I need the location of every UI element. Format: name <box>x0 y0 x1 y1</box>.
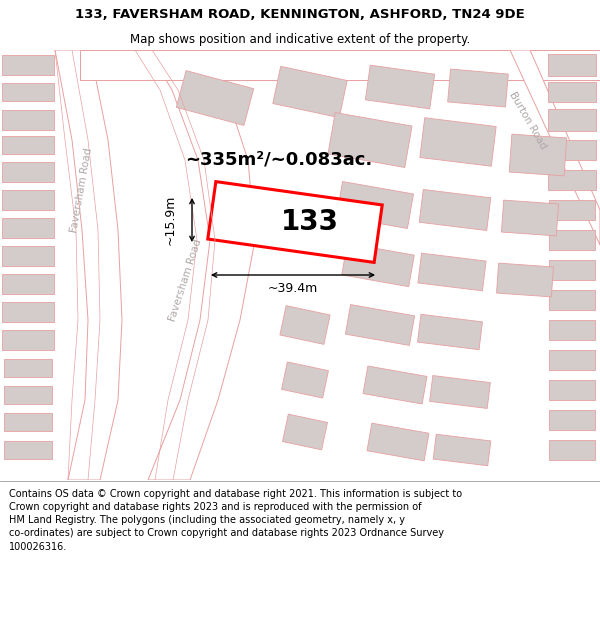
Bar <box>549 230 595 250</box>
Bar <box>549 440 595 460</box>
Bar <box>2 136 54 154</box>
Bar <box>2 83 54 101</box>
Bar <box>4 359 52 377</box>
Bar <box>4 413 52 431</box>
Polygon shape <box>148 50 255 480</box>
Bar <box>549 200 595 220</box>
Polygon shape <box>490 50 600 245</box>
Bar <box>549 290 595 310</box>
Bar <box>367 423 429 461</box>
Text: ~39.4m: ~39.4m <box>268 282 318 296</box>
Bar <box>342 243 414 287</box>
Bar <box>548 109 596 131</box>
Bar <box>548 54 596 76</box>
Text: Burton Road: Burton Road <box>508 89 548 151</box>
Bar <box>2 330 54 350</box>
Bar <box>433 434 491 466</box>
Text: Faversham Road: Faversham Road <box>167 238 203 322</box>
Bar <box>419 189 491 231</box>
Bar <box>346 304 415 346</box>
Polygon shape <box>55 50 122 480</box>
Bar <box>549 410 595 430</box>
Bar <box>549 350 595 370</box>
Bar <box>2 190 54 210</box>
Bar <box>418 253 486 291</box>
Bar <box>548 170 596 190</box>
Bar <box>549 260 595 280</box>
Polygon shape <box>80 50 600 80</box>
Bar <box>2 110 54 130</box>
Text: Contains OS data © Crown copyright and database right 2021. This information is : Contains OS data © Crown copyright and d… <box>9 489 462 551</box>
Bar <box>420 118 496 166</box>
Bar <box>328 112 412 168</box>
Text: Faversham Road: Faversham Road <box>70 147 94 233</box>
Bar <box>548 82 596 102</box>
Bar <box>502 200 559 236</box>
Bar <box>283 414 328 450</box>
Bar <box>418 314 482 349</box>
Bar <box>549 380 595 400</box>
Text: ~335m²/~0.083ac.: ~335m²/~0.083ac. <box>185 151 372 169</box>
Bar <box>509 134 567 176</box>
Bar <box>365 65 434 109</box>
Bar <box>497 263 553 297</box>
Bar <box>273 66 347 118</box>
Bar <box>2 302 54 322</box>
Bar <box>208 182 382 262</box>
Bar <box>337 181 413 229</box>
Text: 133, FAVERSHAM ROAD, KENNINGTON, ASHFORD, TN24 9DE: 133, FAVERSHAM ROAD, KENNINGTON, ASHFORD… <box>75 8 525 21</box>
Bar <box>363 366 427 404</box>
Bar <box>2 55 54 75</box>
Bar <box>548 140 596 160</box>
Bar <box>280 306 330 344</box>
Bar <box>430 376 490 408</box>
Bar <box>2 246 54 266</box>
Text: ~15.9m: ~15.9m <box>163 195 176 245</box>
Bar <box>549 320 595 340</box>
Bar <box>2 274 54 294</box>
Text: 133: 133 <box>281 208 339 236</box>
Bar <box>2 162 54 182</box>
Bar <box>176 71 254 126</box>
Bar <box>2 218 54 238</box>
Bar <box>4 441 52 459</box>
Bar <box>448 69 508 107</box>
Bar <box>281 362 328 398</box>
Bar <box>4 386 52 404</box>
Text: Map shows position and indicative extent of the property.: Map shows position and indicative extent… <box>130 32 470 46</box>
